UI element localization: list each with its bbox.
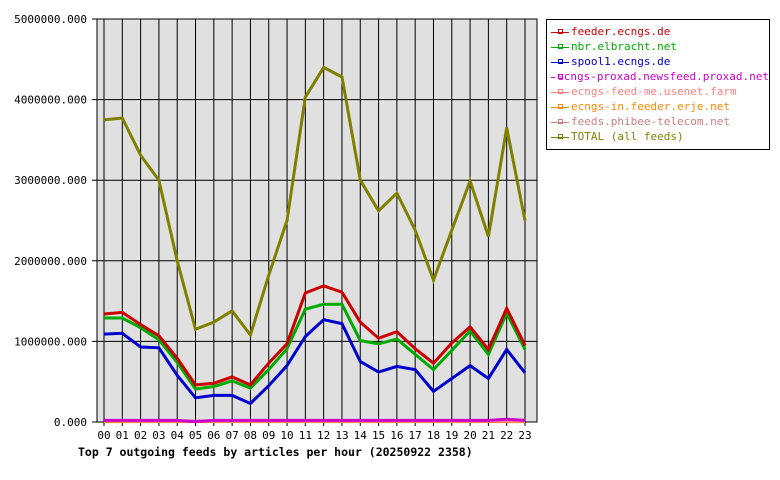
x-tick-label: 09	[262, 429, 275, 442]
legend-swatch-icon	[551, 28, 569, 36]
legend-swatch-icon	[551, 133, 569, 141]
legend-label: ecngs-proxad.newsfeed.proxad.net	[557, 70, 769, 83]
y-tick-label: 2000000.000	[14, 255, 87, 268]
x-tick-label: 05	[189, 429, 202, 442]
y-tick-label: 3000000.000	[14, 174, 87, 187]
x-tick-label: 04	[171, 429, 185, 442]
x-tick-label: 11	[299, 429, 312, 442]
legend-swatch-icon	[551, 88, 569, 96]
x-tick-label: 15	[372, 429, 385, 442]
legend-item: TOTAL (all feeds)	[547, 129, 769, 144]
x-tick-label: 21	[482, 429, 495, 442]
x-tick-label: 20	[463, 429, 476, 442]
series-line-spool1-ecngs-de	[103, 317, 527, 406]
x-tick-label: 16	[390, 429, 403, 442]
legend-label: nbr.elbracht.net	[571, 40, 677, 53]
x-axis: 00 01 02 03 04 05 06 07 08 09 10 11 12 13 14 15 16 17 18 19…	[97, 429, 531, 442]
y-axis: 0.000 1000000.000 2000000.000 3000000.000 40…	[14, 13, 87, 429]
y-tick-label: 0.000	[54, 416, 87, 429]
y-tick-label: 4000000.000	[14, 94, 87, 107]
legend-label: feeds.phibee-telecom.net	[571, 115, 730, 128]
x-tick-label: 18	[427, 429, 440, 442]
series-line-ecngs-proxad-newsfeed-proxad-net	[104, 417, 526, 424]
legend-item: nbr.elbracht.net	[547, 39, 769, 54]
x-tick-label: 03	[152, 429, 165, 442]
series-line-feeder-ecngs-de	[103, 284, 527, 387]
legend-label: ecngs-in.feeder.erje.net	[571, 100, 730, 113]
series-line-nbr-elbracht-net	[104, 302, 527, 391]
chart-title: Top 7 outgoing feeds by articles per hou…	[78, 445, 473, 459]
x-tick-label: 01	[116, 429, 129, 442]
legend-label: TOTAL (all feeds)	[571, 130, 684, 143]
x-tick-label: 23	[518, 429, 531, 442]
legend-item: feeds.phibee-telecom.net	[547, 114, 769, 129]
legend-label: spool1.ecngs.de	[571, 55, 671, 68]
legend-item: ecngs-proxad.newsfeed.proxad.net	[547, 69, 769, 84]
x-tick-label: 17	[409, 429, 422, 442]
legend-item: ecngs-in.feeder.erje.net	[547, 99, 769, 114]
x-tick-label: 02	[134, 429, 147, 442]
legend-swatch-icon	[551, 73, 563, 81]
x-tick-label: 14	[354, 429, 368, 442]
legend-item: feeder.ecngs.de	[547, 24, 769, 39]
legend-swatch-icon	[551, 43, 569, 51]
legend: feeder.ecngs.de nbr.elbracht.net spool1.ec…	[546, 19, 770, 150]
x-tick-label: 07	[226, 429, 239, 442]
x-tick-label: 12	[317, 429, 330, 442]
y-tick-label: 1000000.000	[14, 335, 87, 348]
x-tick-label: 19	[445, 429, 458, 442]
legend-label: ecngs-feed-me.usenet.farm	[571, 85, 737, 98]
x-tick-label: 00	[97, 429, 110, 442]
legend-swatch-icon	[551, 118, 569, 126]
x-tick-label: 13	[335, 429, 348, 442]
legend-label: feeder.ecngs.de	[571, 25, 671, 38]
legend-item: ecngs-feed-me.usenet.farm	[547, 84, 769, 99]
legend-item: spool1.ecngs.de	[547, 54, 769, 69]
x-tick-label: 10	[280, 429, 293, 442]
x-tick-label: 08	[244, 429, 257, 442]
series-lines	[103, 65, 527, 424]
series-line-total-all-feeds-	[103, 65, 527, 339]
legend-swatch-icon	[551, 103, 569, 111]
x-tick-label: 06	[207, 429, 220, 442]
y-tick-label: 5000000.000	[14, 13, 87, 26]
legend-swatch-icon	[551, 58, 569, 66]
x-tick-label: 22	[500, 429, 513, 442]
